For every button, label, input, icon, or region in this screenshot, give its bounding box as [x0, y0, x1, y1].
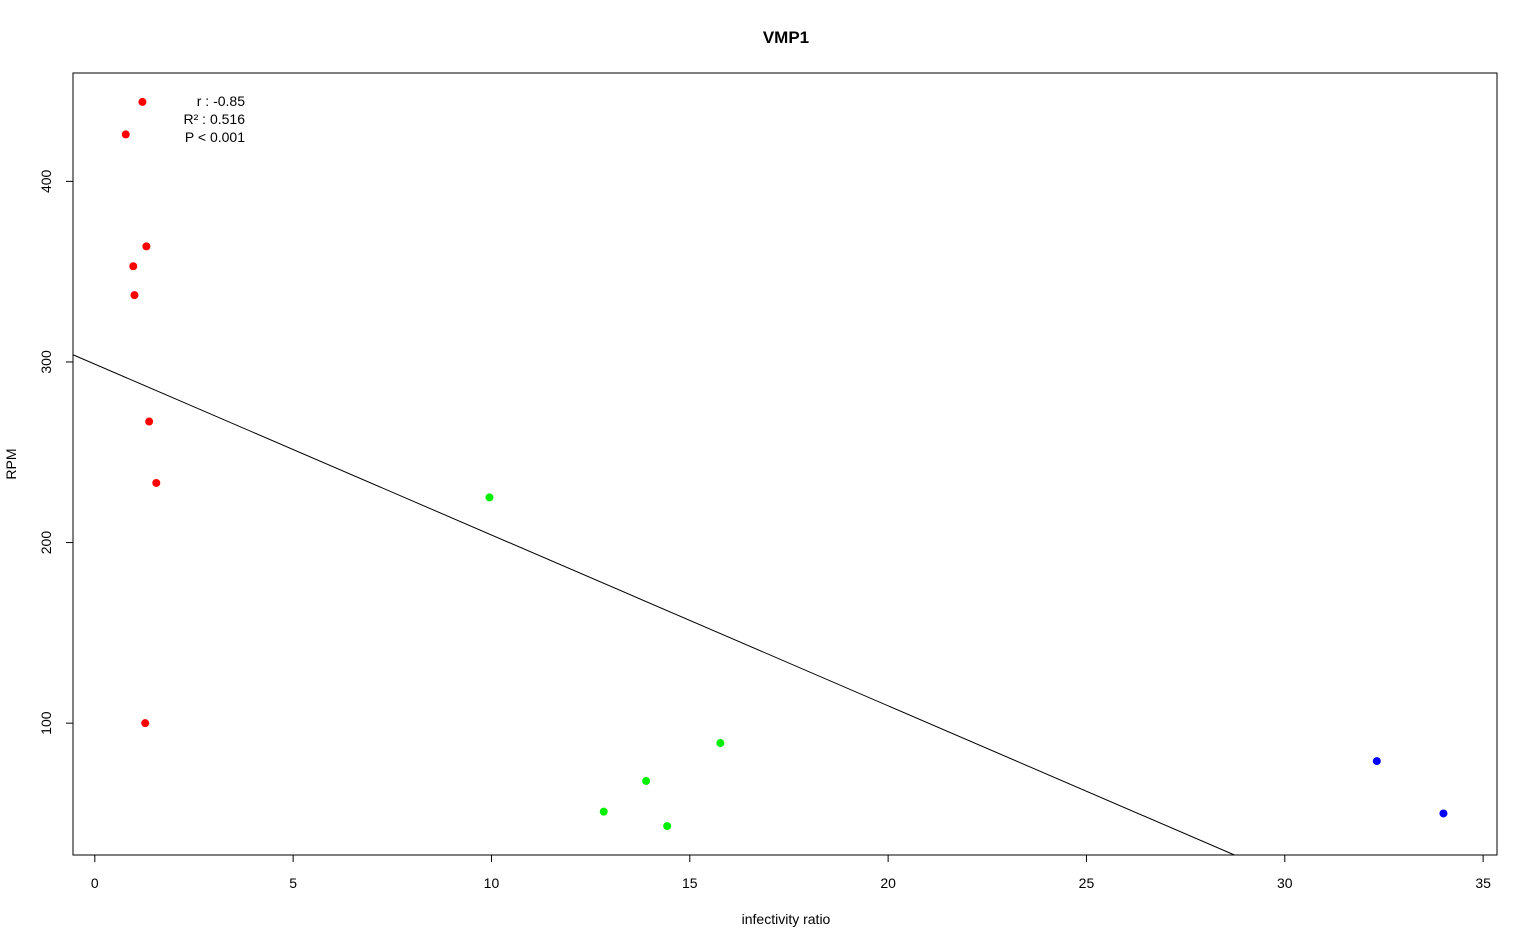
data-point-series-2: [716, 739, 725, 748]
plot-area: [72, 97, 1448, 856]
x-tick-label: 10: [484, 875, 500, 891]
x-tick-label: 15: [682, 875, 698, 891]
data-point-series-1: [129, 262, 138, 271]
x-tick-label: 25: [1079, 875, 1095, 891]
x-tick-label: 20: [880, 875, 896, 891]
data-point-series-2: [599, 807, 608, 816]
x-axis: 0 5 10 15 20 25 30 35: [91, 854, 1491, 891]
stat-r-squared: R² : 0.516: [184, 111, 246, 127]
x-tick-label: 0: [91, 875, 99, 891]
stats-legend: r : -0.85 R² : 0.516 P < 0.001: [184, 93, 246, 145]
data-point-series-2: [642, 776, 651, 785]
y-tick-label: 300: [38, 350, 54, 374]
data-point-series-1: [145, 417, 154, 426]
y-tick-label: 200: [38, 531, 54, 555]
chart-title: VMP1: [763, 28, 809, 47]
data-point-series-3: [1372, 757, 1381, 766]
data-point-series-1: [142, 242, 151, 251]
y-axis: 100 200 300 400: [38, 169, 74, 735]
stat-p-value: P < 0.001: [185, 129, 245, 145]
data-point-series-1: [138, 97, 147, 106]
data-point-series-1: [152, 478, 161, 487]
regression-line: [72, 354, 1235, 856]
stat-r: r : -0.85: [197, 93, 245, 109]
data-point-series-1: [141, 719, 150, 728]
data-point-series-2: [485, 493, 494, 502]
data-point-series-3: [1439, 809, 1448, 818]
x-tick-label: 5: [289, 875, 297, 891]
data-point-series-1: [121, 130, 130, 139]
y-axis-label: RPM: [3, 448, 19, 479]
x-tick-label: 35: [1475, 875, 1491, 891]
x-axis-label: infectivity ratio: [742, 911, 831, 927]
x-tick-label: 30: [1277, 875, 1293, 891]
data-point-series-2: [663, 822, 672, 831]
data-point-series-1: [130, 291, 139, 300]
y-tick-label: 400: [38, 169, 54, 193]
y-tick-label: 100: [38, 711, 54, 735]
plot-frame: [72, 72, 1498, 856]
